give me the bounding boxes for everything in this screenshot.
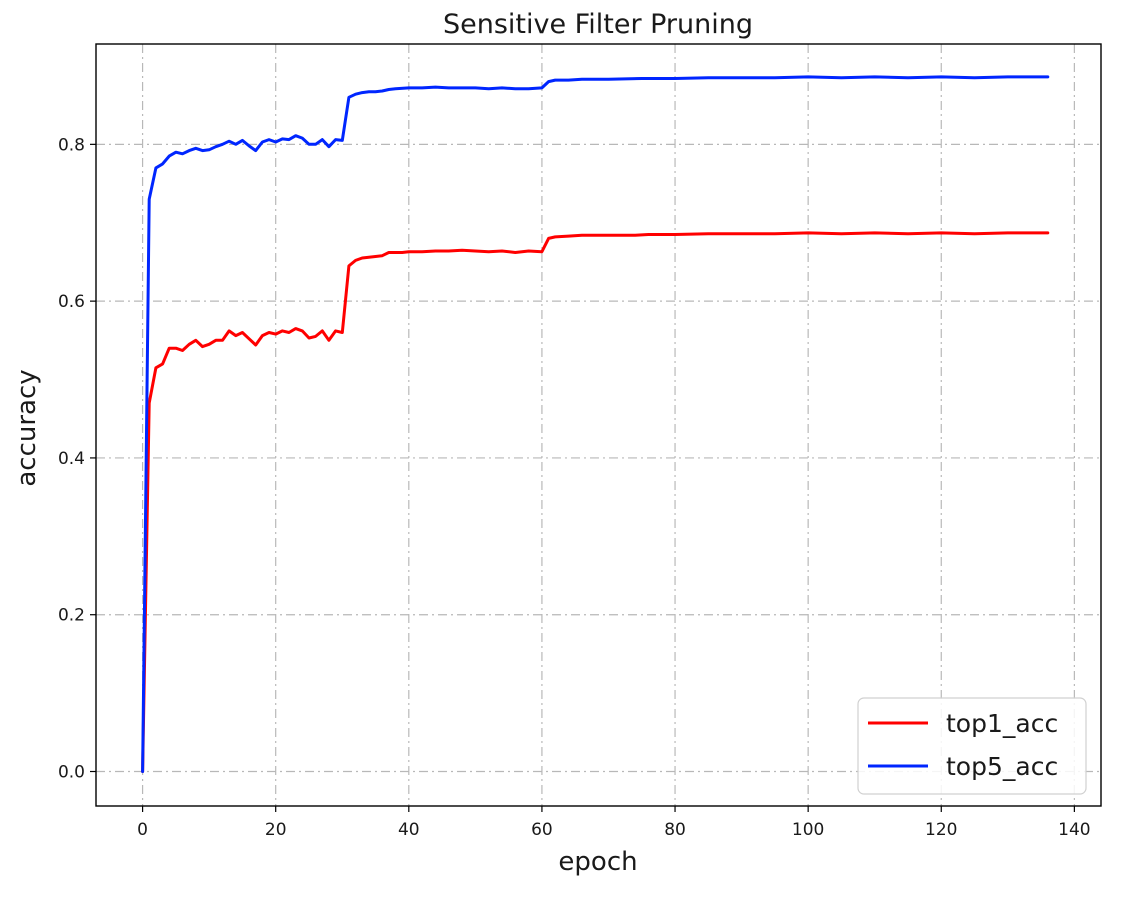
x-axis-label: epoch	[558, 847, 637, 877]
x-tick-label: 140	[1058, 820, 1090, 840]
legend: top1_acc top5_acc	[857, 697, 1087, 795]
y-tick-label: 0.8	[58, 135, 85, 155]
x-tick-label: 60	[531, 820, 553, 840]
y-tick-label: 0.2	[58, 606, 85, 626]
y-tick-label: 0.0	[58, 763, 85, 783]
y-axis-label: accuracy	[12, 369, 42, 486]
x-tick-label: 0	[137, 820, 148, 840]
series-line-top5-acc	[141, 75, 1050, 773]
gridlines	[96, 44, 1101, 806]
series-layer	[141, 75, 1050, 773]
x-tick-label: 20	[265, 820, 287, 840]
y-tick-label: 0.6	[58, 292, 85, 312]
y-tick-label: 0.4	[58, 449, 85, 469]
x-tick-label: 120	[925, 820, 957, 840]
chart-title: Sensitive Filter Pruning	[443, 9, 753, 40]
x-tick-label: 100	[792, 820, 824, 840]
axis-ticks: 0 20 40 60 80 100 120 140 0.0 0.2 0.4 0.6 0.8	[58, 135, 1091, 840]
x-tick-label: 40	[398, 820, 420, 840]
legend-label-top5-acc: top5_acc	[946, 752, 1058, 781]
legend-label-top1-acc: top1_acc	[946, 709, 1058, 738]
plot-frame	[95, 43, 1102, 807]
series-line-top1-acc	[141, 231, 1050, 773]
x-tick-label: 80	[664, 820, 686, 840]
